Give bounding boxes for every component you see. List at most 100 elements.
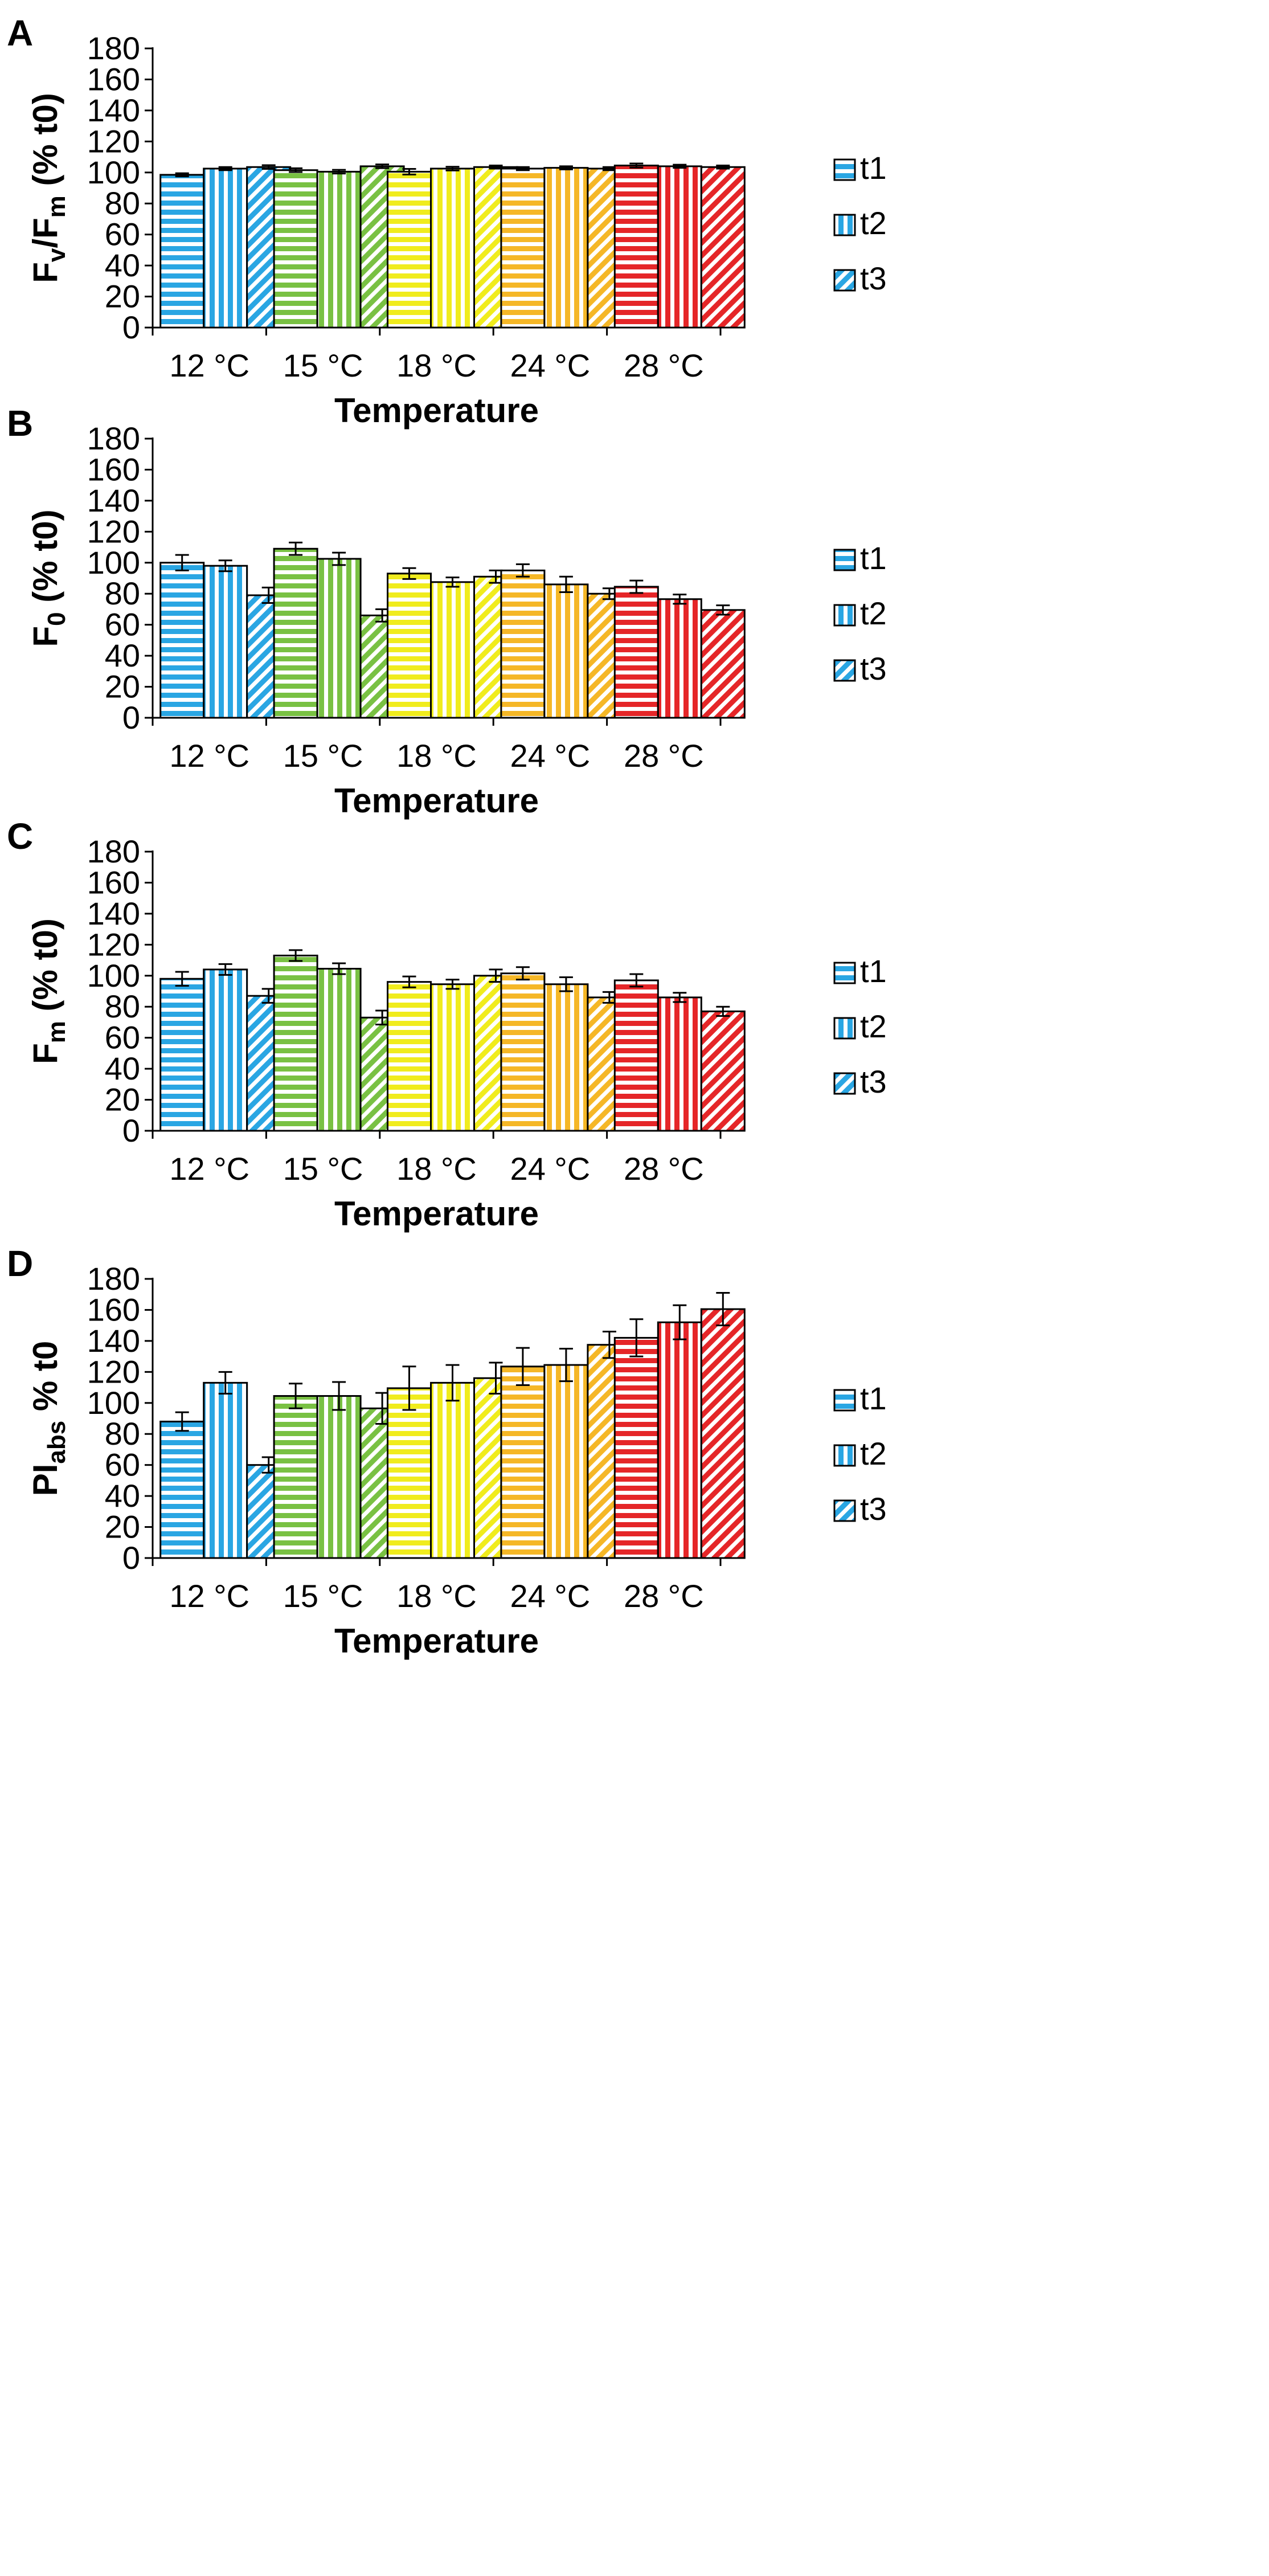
bar-t1-5 — [613, 979, 659, 1132]
y-tick-label: 160 — [87, 451, 140, 487]
legend-swatch-t1 — [833, 549, 856, 571]
legend-label-t2: t2 — [860, 595, 887, 631]
bar-t2-2 — [316, 170, 362, 329]
x-tick-label: 18 °C — [396, 347, 477, 383]
legend-swatch-t1 — [833, 962, 856, 984]
bar-t1-5 — [613, 1336, 659, 1559]
y-tick-label: 80 — [105, 575, 140, 611]
x-tick-label: 28 °C — [624, 347, 704, 383]
y-tick-label: 0 — [122, 1540, 140, 1576]
bar-t2-3 — [430, 983, 475, 1132]
y-tick-label: 100 — [87, 958, 140, 993]
legend-swatch-t3 — [833, 659, 856, 682]
y-tick-label: 40 — [105, 1050, 140, 1086]
y-tick-label: 180 — [87, 30, 140, 66]
legend-label-t1: t1 — [860, 953, 887, 989]
y-axis-label: F0 (% t0) — [26, 509, 71, 647]
legend-swatch-t3 — [833, 1072, 856, 1095]
bar-t2-4 — [543, 583, 589, 719]
bar-t2-4 — [543, 1364, 589, 1559]
x-tick-label: 24 °C — [510, 347, 591, 383]
y-tick-label: 80 — [105, 988, 140, 1024]
legend-label-t1: t1 — [860, 1380, 887, 1416]
y-tick-label: 40 — [105, 247, 140, 283]
y-tick-label: 120 — [87, 1354, 140, 1389]
y-axis-label: Fm (% t0) — [26, 918, 71, 1064]
y-tick-label: 0 — [122, 309, 140, 345]
legend-swatch-t1 — [833, 158, 856, 181]
x-tick-label: 18 °C — [396, 1578, 477, 1614]
bar-t1-2 — [273, 1395, 318, 1559]
y-tick-label: 120 — [87, 513, 140, 549]
y-tick-label: 180 — [87, 833, 140, 869]
legend-label-t1: t1 — [860, 150, 887, 186]
y-tick-label: 180 — [87, 420, 140, 456]
bar-t3-5 — [700, 609, 746, 719]
bar-t2-1 — [203, 1381, 248, 1559]
bar-t1-3 — [387, 981, 432, 1132]
bar-t1-4 — [500, 1365, 546, 1559]
legend-label-t3: t3 — [860, 1491, 887, 1527]
x-tick-label: 12 °C — [169, 1578, 249, 1614]
y-tick-label: 120 — [87, 926, 140, 962]
y-tick-label: 40 — [105, 637, 140, 673]
bar-t1-1 — [159, 978, 205, 1132]
bar-t1-3 — [387, 573, 432, 719]
legend-label-t3: t3 — [860, 1064, 887, 1099]
legend-label-t2: t2 — [860, 205, 887, 241]
bar-t1-2 — [273, 547, 318, 719]
y-tick-label: 180 — [87, 1261, 140, 1297]
x-axis-label: Temperature — [334, 1622, 539, 1660]
y-tick-label: 140 — [87, 1323, 140, 1359]
y-tick-label: 80 — [105, 1416, 140, 1451]
y-tick-label: 20 — [105, 669, 140, 705]
x-tick-label: 15 °C — [283, 347, 363, 383]
x-tick-label: 15 °C — [283, 738, 363, 774]
x-tick-label: 15 °C — [283, 1151, 363, 1187]
y-tick-label: 160 — [87, 864, 140, 900]
x-axis-label: Temperature — [334, 782, 539, 820]
x-tick-label: 24 °C — [510, 1151, 591, 1187]
y-tick-label: 60 — [105, 216, 140, 252]
legend-swatch-t2 — [833, 1444, 856, 1467]
y-tick-label: 140 — [87, 896, 140, 931]
y-tick-label: 0 — [122, 1113, 140, 1148]
bar-t2-4 — [543, 167, 589, 329]
y-tick-label: 0 — [122, 700, 140, 735]
bar-t3-5 — [700, 166, 746, 329]
bar-t1-1 — [159, 174, 205, 329]
legend-swatch-t2 — [833, 604, 856, 627]
bar-t1-3 — [387, 1387, 432, 1559]
bar-t1-4 — [500, 972, 546, 1132]
y-tick-label: 160 — [87, 61, 140, 97]
x-tick-label: 18 °C — [396, 1151, 477, 1187]
bar-t2-2 — [316, 968, 362, 1132]
bar-t2-4 — [543, 983, 589, 1132]
y-tick-label: 80 — [105, 185, 140, 221]
y-tick-label: 40 — [105, 1478, 140, 1514]
bar-t2-1 — [203, 968, 248, 1132]
y-tick-label: 100 — [87, 154, 140, 190]
panel-letter: C — [7, 816, 33, 857]
panel-letter: D — [7, 1243, 33, 1284]
x-tick-label: 28 °C — [624, 738, 704, 774]
legend-swatch-t3 — [833, 269, 856, 292]
bar-t2-1 — [203, 167, 248, 329]
bar-t1-3 — [387, 170, 432, 329]
bar-t1-5 — [613, 586, 659, 719]
x-tick-label: 18 °C — [396, 738, 477, 774]
legend-swatch-t3 — [833, 1499, 856, 1522]
bar-t2-3 — [430, 581, 475, 719]
y-tick-label: 20 — [105, 1509, 140, 1545]
bar-t2-2 — [316, 1395, 362, 1559]
bar-t2-5 — [657, 598, 702, 719]
x-tick-label: 12 °C — [169, 1151, 249, 1187]
bar-t2-5 — [657, 996, 702, 1132]
y-axis-label: Fv/Fm (% t0) — [26, 93, 71, 283]
bar-t2-3 — [430, 1381, 475, 1559]
